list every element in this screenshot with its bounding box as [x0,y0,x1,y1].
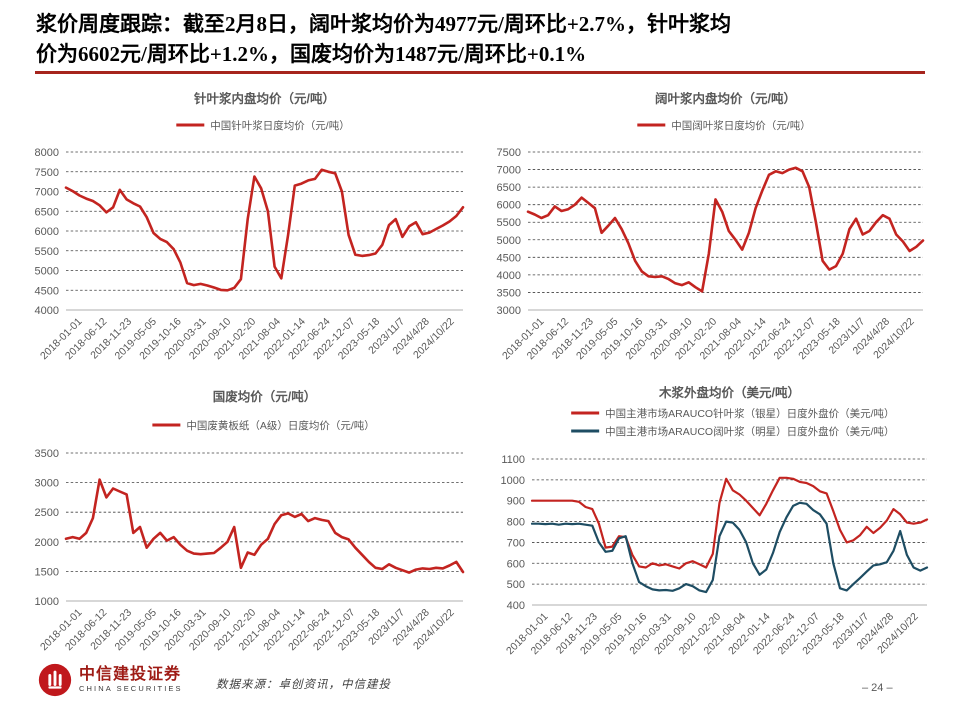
svg-text:中国主港市场ARAUCO针叶浆（银星）日度外盘价（美元/吨）: 中国主港市场ARAUCO针叶浆（银星）日度外盘价（美元/吨） [605,407,894,420]
data-source-note: 数据来源：卓创资讯，中信建投 [216,679,391,691]
svg-text:600: 600 [507,558,525,570]
logo-company-name-en: CHINA SECURITIES [79,684,183,694]
svg-text:5000: 5000 [497,235,521,247]
svg-text:8000: 8000 [35,147,59,159]
svg-text:2500: 2500 [35,507,59,519]
svg-text:中国针叶浆日度均价（元/吨）: 中国针叶浆日度均价（元/吨） [210,119,349,132]
svg-text:3000: 3000 [497,305,521,317]
chart-pulp-external-price: 木浆外盘均价（美元/吨） 中国主港市场ARAUCO针叶浆（银星）日度外盘价（美元/… [501,385,929,657]
svg-text:国废均价（元/吨）: 国废均价（元/吨） [213,389,316,404]
chart-softwood-domestic-price: 针叶浆内盘均价（元/吨） 中国针叶浆日度均价（元/吨） 8000 7500 7000 65… [35,91,465,362]
svg-text:3500: 3500 [497,287,521,299]
svg-text:7500: 7500 [35,167,59,179]
svg-text:7500: 7500 [497,147,521,159]
svg-text:针叶浆内盘均价（元/吨）: 针叶浆内盘均价（元/吨） [194,91,335,106]
svg-text:800: 800 [507,517,525,529]
svg-text:4000: 4000 [497,270,521,282]
svg-text:1000: 1000 [501,475,525,487]
svg-text:6500: 6500 [35,206,59,218]
svg-text:7000: 7000 [35,187,59,199]
title-underline [35,71,925,74]
svg-text:阔叶浆内盘均价（元/吨）: 阔叶浆内盘均价（元/吨） [655,91,796,106]
svg-text:6000: 6000 [35,226,59,238]
page-title: 浆价周度跟踪：截至2月8日，阔叶浆均价为4977元/周环比+2.7%，针叶浆均 … [36,12,732,66]
svg-text:木浆外盘均价（美元/吨）: 木浆外盘均价（美元/吨） [658,385,800,400]
chart-waste-paper-price: 国废均价（元/吨） 中国废黄板纸（A级）日度均价（元/吨） 3500 3000 2500… [35,389,465,653]
svg-text:3500: 3500 [35,448,59,460]
svg-text:1000: 1000 [35,596,59,608]
svg-text:1500: 1500 [35,566,59,578]
svg-text:5500: 5500 [35,246,59,258]
svg-text:700: 700 [507,537,525,549]
svg-text:中国阔叶浆日度均价（元/吨）: 中国阔叶浆日度均价（元/吨） [671,119,810,132]
citic-logo-icon [38,663,72,697]
svg-text:4000: 4000 [35,305,59,317]
chart-hardwood-domestic-price: 阔叶浆内盘均价（元/吨） 中国阔叶浆日度均价（元/吨） 7500 7000 6500 60… [497,91,925,362]
svg-text:4500: 4500 [497,252,521,264]
svg-text:2000: 2000 [35,537,59,549]
svg-text:1100: 1100 [501,454,525,466]
svg-text:中国废黄板纸（A级）日度均价（元/吨）: 中国废黄板纸（A级）日度均价（元/吨） [186,419,374,432]
svg-text:900: 900 [507,496,525,508]
svg-text:7000: 7000 [497,165,521,177]
svg-text:4500: 4500 [35,285,59,297]
company-logo: 中信建投证券 CHINA SECURITIES [38,663,183,697]
page-number: – 24 – [862,682,893,694]
logo-company-name: 中信建投证券 [79,665,182,683]
svg-text:500: 500 [507,579,525,591]
svg-text:5500: 5500 [497,217,521,229]
svg-text:5000: 5000 [35,266,59,278]
svg-text:6500: 6500 [497,182,521,194]
svg-text:中国主港市场ARAUCO阔叶浆（明星）日度外盘价（美元/吨）: 中国主港市场ARAUCO阔叶浆（明星）日度外盘价（美元/吨） [605,425,894,438]
svg-text:400: 400 [507,600,525,612]
svg-text:6000: 6000 [497,200,521,212]
svg-text:3000: 3000 [35,478,59,490]
